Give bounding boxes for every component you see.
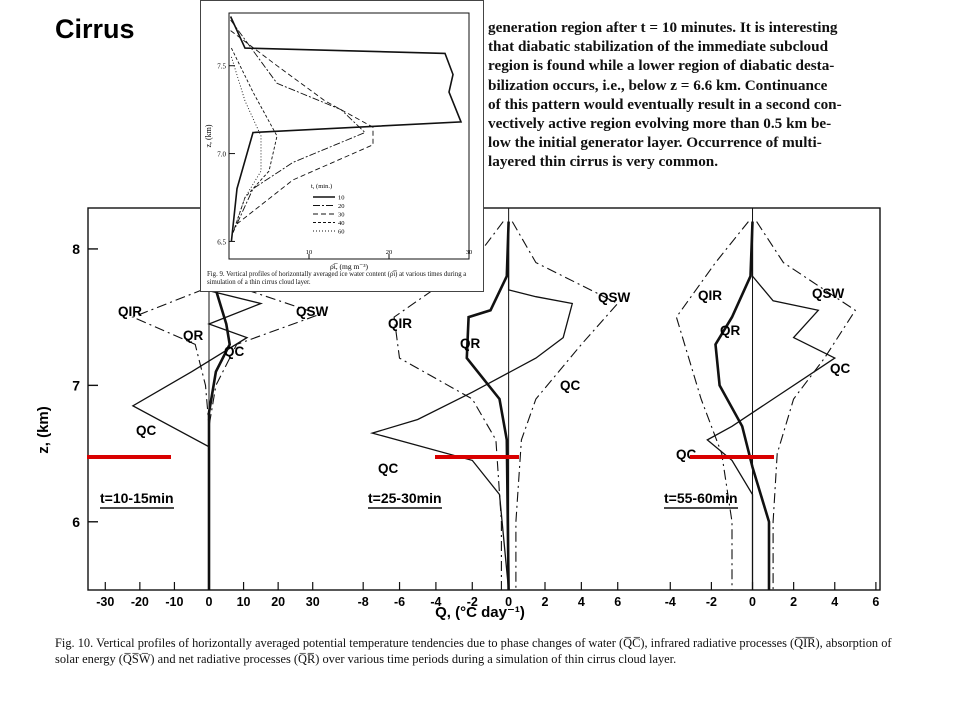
y-tick-label: 6.5 bbox=[217, 238, 226, 246]
series-qc-line bbox=[131, 248, 264, 590]
y-tick-label: 7.0 bbox=[217, 151, 226, 159]
fig10-ylabel: z, (km) bbox=[35, 406, 52, 454]
series-qr-line bbox=[207, 248, 232, 590]
series-qir-line bbox=[131, 248, 210, 590]
series-qir-line bbox=[675, 221, 749, 590]
y-tick-label: 8 bbox=[72, 241, 80, 257]
x-tick-label: 2 bbox=[790, 595, 797, 609]
panel-time-label: t=55-60min bbox=[664, 490, 738, 506]
fig9-legend-label: 40 bbox=[338, 220, 345, 227]
fig9-legend-label: 30 bbox=[338, 212, 345, 219]
fig9-legend-title: t, (min.) bbox=[311, 183, 332, 190]
curve-label: QSW bbox=[296, 304, 329, 319]
x-tick-label: -4 bbox=[665, 595, 676, 609]
curve-label: QC bbox=[136, 423, 157, 438]
x-tick-label: 10 bbox=[306, 249, 313, 256]
x-tick-label: 30 bbox=[466, 249, 473, 256]
fig9-legend-label: 60 bbox=[338, 229, 345, 236]
x-tick-label: 4 bbox=[578, 595, 585, 609]
curve-label: QIR bbox=[388, 316, 412, 331]
panel-time-label: t=25-30min bbox=[368, 490, 442, 506]
curve-label: QIR bbox=[118, 304, 142, 319]
x-tick-label: 6 bbox=[614, 595, 621, 609]
x-tick-label: -8 bbox=[358, 595, 369, 609]
x-tick-label: 0 bbox=[206, 595, 213, 609]
curve-label: QC bbox=[676, 447, 697, 462]
fig9-series-line bbox=[230, 56, 262, 233]
series-qsw-line bbox=[511, 221, 619, 590]
curve-label: QR bbox=[183, 328, 204, 343]
series-qc-line bbox=[706, 221, 837, 590]
x-tick-label: -2 bbox=[706, 595, 717, 609]
fig10-caption: Fig. 10. Vertical profiles of horizontal… bbox=[55, 636, 892, 666]
body-text: generation region after t = 10 minutes. … bbox=[488, 18, 938, 172]
fig9-legend-label: 20 bbox=[338, 203, 345, 210]
x-tick-label: 0 bbox=[749, 595, 756, 609]
series-qsw-line bbox=[208, 248, 322, 590]
fig9-inset: 7.5 7.0 6.5 10 20 30 z, (km) ρ̄ι̅, (mg m⁻³) … bbox=[200, 0, 484, 292]
curve-label: QIR bbox=[698, 288, 722, 303]
series-qr-line bbox=[465, 221, 510, 591]
fig10-panel: -8 -6 -4 -2 0 2 4 6 QIR QSW QR QC QC t=25-30min bbox=[358, 208, 631, 609]
x-tick-label: -20 bbox=[131, 595, 149, 609]
x-tick-label: 20 bbox=[271, 595, 285, 609]
body-text-line: layered thin cirrus is very common. bbox=[488, 153, 719, 171]
fig9-series-line bbox=[230, 30, 374, 225]
body-text-line: of this pattern would eventually result … bbox=[488, 95, 842, 113]
fig9-series-line bbox=[229, 16, 463, 242]
curve-label: QC bbox=[560, 378, 581, 393]
x-tick-label: 4 bbox=[831, 595, 838, 609]
body-text-line: that diabatic stabilization of the immed… bbox=[488, 38, 829, 56]
y-tick-label: 7 bbox=[72, 377, 80, 393]
fig10-panel: -4 -2 0 2 4 6 QIR QSW QR QC QC t=55-60min bbox=[664, 208, 879, 609]
body-text-line: low the initial generator layer. Occurre… bbox=[488, 134, 822, 152]
x-tick-label: -6 bbox=[394, 595, 405, 609]
x-tick-label: -30 bbox=[96, 595, 114, 609]
fig9-xlabel: ρ̄ι̅, (mg m⁻³) bbox=[330, 262, 369, 271]
fig9-plot-frame bbox=[228, 12, 470, 260]
body-text-line: region is found while a lower region of … bbox=[488, 57, 835, 75]
y-tick-label: 7.5 bbox=[217, 63, 226, 71]
x-tick-label: 10 bbox=[237, 595, 251, 609]
x-tick-label: 20 bbox=[386, 249, 393, 256]
x-tick-label: 0 bbox=[505, 595, 512, 609]
fig9-legend-label: 10 bbox=[338, 195, 345, 202]
curve-label: QSW bbox=[812, 286, 845, 301]
fig9-caption: Fig. 9. Vertical profiles of horizontall… bbox=[207, 271, 467, 286]
fig10-xlabel: Q, (°C day⁻¹) bbox=[435, 604, 525, 621]
fig9-ylabel: z, (km) bbox=[204, 124, 213, 147]
curve-label: QSW bbox=[598, 290, 631, 305]
y-tick-label: 6 bbox=[72, 514, 80, 530]
fig10-panel: -30 -20 -10 0 10 20 30 QIR QSW QR QC QC t=10-15min bbox=[96, 208, 329, 609]
x-tick-label: 30 bbox=[306, 595, 320, 609]
curve-label: QR bbox=[460, 336, 481, 351]
curve-label: QC bbox=[830, 361, 851, 376]
x-tick-label: -4 bbox=[430, 595, 441, 609]
x-tick-label: -2 bbox=[467, 595, 478, 609]
body-text-line: bilization occurs, i.e., below z = 6.6 k… bbox=[488, 76, 828, 94]
series-qc-line bbox=[369, 221, 574, 591]
fig9-chart: 7.57.06.5 10 20 30 z, (km) ρ̄ι̅, (mg m⁻³) … bbox=[204, 12, 473, 271]
series-qr-line bbox=[714, 221, 771, 590]
panel-time-label: t=10-15min bbox=[100, 490, 174, 506]
fig10-plot-frame bbox=[87, 207, 881, 591]
body-text-line: generation region after t = 10 minutes. … bbox=[488, 19, 838, 36]
series-qsw-line bbox=[756, 221, 857, 590]
x-tick-label: 2 bbox=[542, 595, 549, 609]
x-tick-label: -10 bbox=[165, 595, 183, 609]
fig9-series-line bbox=[230, 19, 366, 233]
curve-label: QR bbox=[720, 323, 741, 338]
x-tick-label: 6 bbox=[872, 595, 879, 609]
body-text-line: vectively active region evolving more th… bbox=[488, 115, 832, 133]
fig9-series-line bbox=[230, 47, 278, 233]
slide-title: Cirrus bbox=[55, 14, 135, 44]
curve-label: QC bbox=[378, 461, 399, 476]
curve-label: QC bbox=[224, 344, 245, 359]
